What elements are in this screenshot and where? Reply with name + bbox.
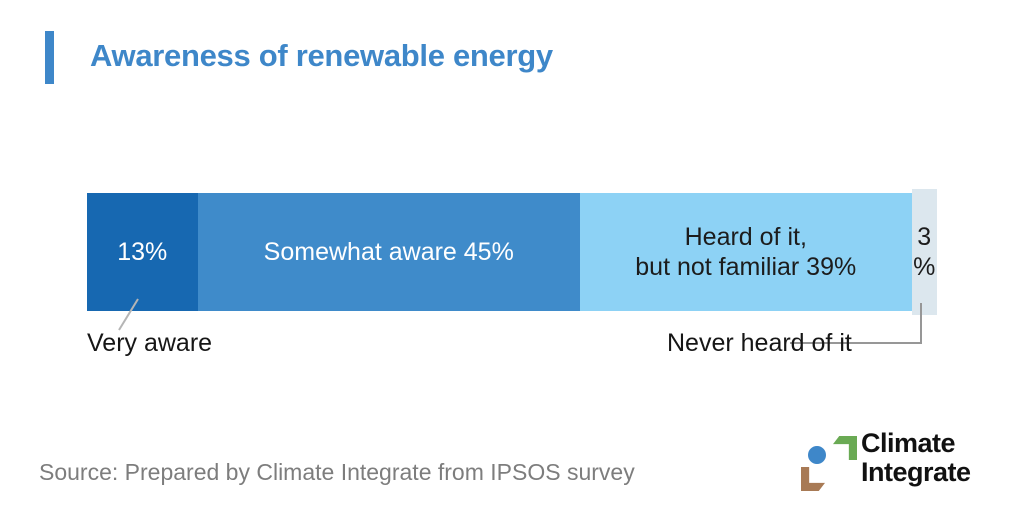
segment-label: 13%: [117, 238, 168, 266]
bar-segment-never-heard: 3 %: [911, 189, 937, 315]
title-accent-bar: [45, 31, 54, 84]
segment-label: Somewhat aware 45%: [263, 238, 514, 266]
bar-segment-somewhat-aware: Somewhat aware 45%: [197, 193, 580, 311]
logo-wordmark-line1: Climate: [861, 428, 956, 458]
logo-green-corner-icon: [833, 436, 857, 460]
callout-never-heard: Never heard of it: [667, 329, 852, 357]
bar-segment-heard-not-familiar: Heard of it, but not familiar 39%: [580, 193, 912, 311]
callout-very-aware: Very aware: [87, 329, 213, 357]
leader-line-never-heard-horizontal: [790, 342, 921, 344]
source-text: Source: Prepared by Climate Integrate fr…: [39, 459, 635, 485]
logo-mark: [797, 427, 859, 495]
logo-blue-ring-icon: [808, 446, 826, 464]
page-title: Awareness of renewable energy: [90, 38, 553, 73]
leader-line-never-heard-vertical: [920, 303, 922, 344]
bar-segment-very-aware: 13%: [87, 193, 198, 311]
segment-label-line2: %: [913, 253, 936, 281]
logo-wordmark: Climate Integrate: [861, 428, 971, 488]
logo-wordmark-line2: Integrate: [861, 457, 971, 488]
stacked-bar: 13% Somewhat aware 45% Heard of it, but …: [87, 189, 937, 315]
segment-label-line2: but not familiar 39%: [635, 253, 857, 281]
logo-brown-corner-icon: [801, 467, 825, 491]
climate-integrate-logo: Climate Integrate: [797, 427, 1007, 502]
leader-line-very-aware: [118, 298, 139, 331]
segment-label-line1: 3: [917, 223, 932, 251]
segment-label-line1: Heard of it,: [684, 223, 807, 251]
